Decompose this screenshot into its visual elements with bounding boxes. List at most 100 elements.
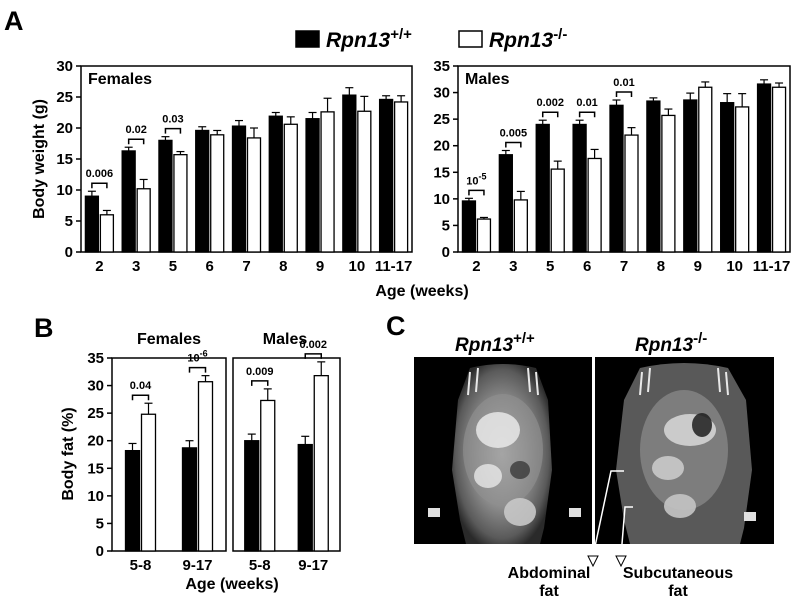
bar-wt-6 xyxy=(195,129,210,253)
p-value-label: 0.005 xyxy=(500,127,528,139)
bar-ko-8 xyxy=(661,114,676,253)
bar-ko-5-8 xyxy=(140,413,157,552)
bar-wt-9 xyxy=(305,118,320,253)
x-tick-label: 2 xyxy=(95,258,103,275)
arrowhead-abdominal xyxy=(587,555,599,568)
y-tick-label: 35 xyxy=(87,350,104,367)
bar-ko-5 xyxy=(550,168,565,253)
significance-bracket xyxy=(578,111,596,118)
p-value-label: 10-6 xyxy=(187,349,207,365)
y-tick-label: 25 xyxy=(87,405,104,422)
bar-wt-3 xyxy=(498,154,513,253)
x-tick-label: 2 xyxy=(472,258,480,275)
panel-b-letter: B xyxy=(34,313,54,343)
abdominal-fat-label-2: fat xyxy=(539,583,559,600)
p-value-label: 0.002 xyxy=(299,339,327,351)
x-tick-label: 7 xyxy=(242,258,250,275)
bar-ko-5 xyxy=(173,154,188,253)
y-tick-label: 15 xyxy=(56,151,73,168)
chart-title: Females xyxy=(88,71,152,88)
chart-title: Females xyxy=(137,331,201,348)
y-axis-label: Body weight (g) xyxy=(31,99,48,219)
ct-right-title: Rpn13-/- xyxy=(635,330,707,356)
x-tick-label: 6 xyxy=(583,258,591,275)
legend-label-wt: Rpn13+/+ xyxy=(326,26,412,52)
bar-ko-9 xyxy=(698,86,713,253)
plot-frame xyxy=(111,357,227,552)
p-value-label: 0.02 xyxy=(125,124,146,136)
x-tick-label: 9 xyxy=(316,258,324,275)
bar-wt-11-17 xyxy=(378,98,394,253)
bar-wt-5 xyxy=(158,139,173,253)
p-value-label: 0.002 xyxy=(536,97,564,109)
y-tick-label: 25 xyxy=(56,89,73,106)
bar-wt-10 xyxy=(342,94,357,253)
bar-wt-2 xyxy=(461,200,477,253)
bar-wt-5 xyxy=(535,123,550,253)
ct-left-title: Rpn13+/+ xyxy=(455,330,535,356)
ct-scan-wild-type xyxy=(414,357,592,544)
x-tick-label: 6 xyxy=(206,258,214,275)
significance-bracket xyxy=(615,91,633,98)
bar-wt-9-17 xyxy=(181,447,198,552)
bar-ko-2 xyxy=(476,218,492,253)
y-tick-label: 20 xyxy=(433,138,450,155)
bar-wt-11-17 xyxy=(756,83,772,253)
y-tick-label: 10 xyxy=(433,191,450,208)
bar-ko-6 xyxy=(587,157,602,253)
legend-swatch-ko xyxy=(458,30,483,48)
panel-a-xlabel: Age (weeks) xyxy=(375,283,468,300)
chart-title: Males xyxy=(263,331,308,348)
y-tick-label: 0 xyxy=(442,244,450,261)
p-value-label: 0.006 xyxy=(86,168,114,180)
y-tick-label: 20 xyxy=(87,433,104,450)
y-tick-label: 25 xyxy=(433,111,450,128)
y-tick-label: 0 xyxy=(65,244,73,261)
chart-b-females: Females Body fat (%) 0 5 10 15 20 25 30 35 5-8 0.04… xyxy=(60,331,227,574)
bar-wt-3 xyxy=(121,150,136,253)
y-tick-label: 30 xyxy=(87,378,104,395)
chart-title: Males xyxy=(465,71,510,88)
bar-wt-8 xyxy=(268,115,283,253)
fat-pointers xyxy=(592,470,633,557)
legend-swatch-wt xyxy=(295,30,320,48)
bar-ko-11-17 xyxy=(771,86,787,253)
bar-wt-7 xyxy=(231,125,247,253)
panel-c: Rpn13+/+ Rpn13-/- xyxy=(414,330,774,600)
plot-frame xyxy=(457,65,791,253)
x-tick-label: 9-17 xyxy=(298,557,328,574)
bar-ko-8 xyxy=(283,123,298,253)
bar-ko-9-17 xyxy=(313,374,329,552)
x-tick-label: 11-17 xyxy=(753,258,791,275)
x-tick-label: 8 xyxy=(657,258,665,275)
x-tick-label: 7 xyxy=(620,258,628,275)
bar-ko-10 xyxy=(735,106,750,253)
significance-bracket xyxy=(505,141,522,148)
significance-bracket xyxy=(131,394,150,401)
plot-frame xyxy=(232,357,341,552)
panel-b-xlabel: Age (weeks) xyxy=(185,576,278,593)
bar-wt-8 xyxy=(646,100,661,253)
x-tick-label: 5 xyxy=(169,258,177,275)
y-tick-label: 35 xyxy=(433,58,450,75)
p-value-label: 0.01 xyxy=(613,77,634,89)
x-tick-label: 5 xyxy=(546,258,554,275)
bar-wt-6 xyxy=(572,123,587,253)
chart-b-males: Males 5-8 0.009 9-17 0.002 xyxy=(232,331,341,574)
x-tick-label: 9-17 xyxy=(182,557,212,574)
bar-wt-9-17 xyxy=(297,443,313,552)
bar-ko-2 xyxy=(99,214,115,253)
p-value-label: 0.01 xyxy=(576,97,597,109)
bar-ko-5-8 xyxy=(260,399,276,552)
subcutaneous-fat-label-2: fat xyxy=(668,583,688,600)
significance-bracket xyxy=(91,182,108,189)
p-value-label: 0.009 xyxy=(246,366,274,378)
y-tick-label: 5 xyxy=(96,515,104,532)
chart-a-females: Females Body weight (g) 0 5 10 15 20 25 30 2 0.006… xyxy=(31,58,413,275)
bar-wt-5-8 xyxy=(124,449,141,552)
y-tick-label: 10 xyxy=(87,488,104,505)
x-tick-label: 11-17 xyxy=(375,258,413,275)
bar-wt-9 xyxy=(683,99,698,253)
x-tick-label: 3 xyxy=(509,258,517,275)
